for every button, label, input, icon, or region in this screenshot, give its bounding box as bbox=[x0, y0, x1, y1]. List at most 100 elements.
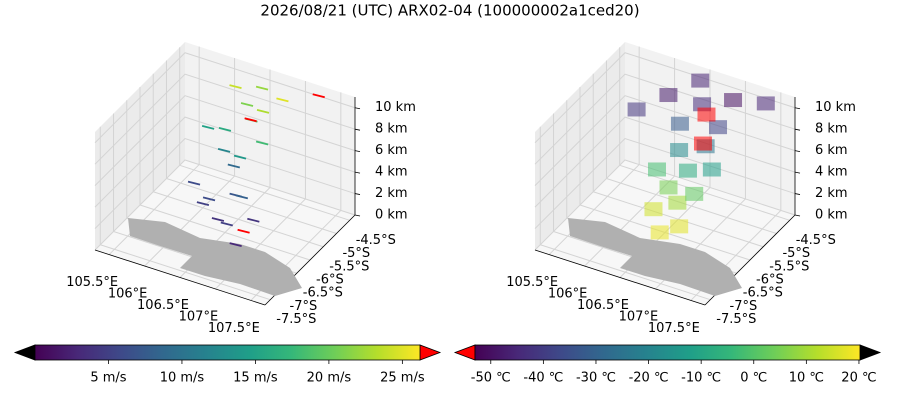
colorbar-tick-label: 15 m/s bbox=[233, 371, 278, 386]
grid-line bbox=[534, 159, 796, 251]
voxel bbox=[678, 163, 697, 178]
wind-arrow bbox=[255, 85, 269, 91]
colorbar-under bbox=[453, 344, 476, 361]
colorbar-tick-label: 20 ℃ bbox=[841, 371, 876, 386]
voxel bbox=[670, 219, 689, 234]
wind-arrow bbox=[217, 147, 231, 153]
z-tick bbox=[354, 171, 361, 174]
x-tick-label: 107.5°E bbox=[208, 321, 260, 336]
y-tick-label: -5°S bbox=[342, 246, 370, 261]
wind-arrow bbox=[237, 228, 250, 234]
grid-line bbox=[534, 137, 796, 229]
wind-arrow bbox=[196, 201, 210, 207]
y-tick-label: -7°S bbox=[730, 299, 758, 314]
voxel bbox=[693, 136, 712, 151]
z-tick bbox=[794, 128, 801, 131]
grid-line bbox=[534, 52, 796, 144]
x-tick-label: 106.5°E bbox=[577, 298, 629, 313]
grid-line bbox=[534, 116, 796, 208]
z-tick-label: 0 km bbox=[815, 208, 848, 223]
wind-arrow bbox=[218, 126, 232, 132]
wind-arrow bbox=[229, 242, 242, 247]
x-tick-label: 107.5°E bbox=[648, 321, 700, 336]
voxel bbox=[709, 120, 728, 135]
wind-arrow bbox=[276, 97, 289, 103]
grid-line bbox=[94, 73, 356, 165]
z-tick-label: 10 km bbox=[815, 100, 856, 115]
y-tick-label: -6.5°S bbox=[743, 286, 783, 301]
y-tick-label: -5.5°S bbox=[769, 259, 809, 274]
grid-line bbox=[94, 159, 356, 251]
colorbar-tick-label: -20 ℃ bbox=[629, 371, 669, 386]
voxel bbox=[644, 202, 663, 217]
grid-line bbox=[94, 52, 356, 144]
x-tick-label: 106.5°E bbox=[137, 298, 189, 313]
y-tick-label: -7.5°S bbox=[276, 312, 316, 327]
voxel bbox=[668, 195, 687, 210]
z-tick bbox=[794, 171, 801, 174]
wind-arrow bbox=[312, 93, 325, 99]
x-tick-label: 105.5°E bbox=[506, 275, 558, 290]
voxel bbox=[670, 143, 689, 158]
grid-line bbox=[94, 95, 356, 186]
z-tick-label: 10 km bbox=[375, 100, 416, 115]
y-tick-label: -5°S bbox=[782, 246, 810, 261]
coastline bbox=[568, 218, 742, 296]
voxel bbox=[756, 96, 775, 111]
x-tick-label: 106°E bbox=[108, 287, 148, 302]
z-tick-label: 8 km bbox=[375, 122, 408, 137]
y-tick-label: -5.5°S bbox=[329, 259, 369, 274]
colorbar-over bbox=[859, 344, 882, 361]
voxel bbox=[650, 225, 669, 240]
wind-arrow bbox=[244, 117, 257, 123]
z-tick-label: 4 km bbox=[375, 165, 408, 180]
wind-arrow bbox=[229, 84, 242, 89]
colorbar-over bbox=[419, 344, 442, 361]
colorbar-tick-label: 10 m/s bbox=[160, 371, 205, 386]
z-tick bbox=[354, 128, 361, 131]
z-tick bbox=[354, 193, 361, 195]
x-tick-label: 107°E bbox=[619, 309, 659, 324]
y-tick-label: -4.5°S bbox=[356, 233, 396, 248]
z-tick-label: 2 km bbox=[815, 186, 848, 201]
colorbar bbox=[34, 344, 421, 361]
z-tick bbox=[354, 107, 361, 110]
voxel bbox=[685, 186, 704, 201]
colorbar-under bbox=[13, 344, 36, 361]
z-tick bbox=[794, 193, 801, 195]
wind-arrow bbox=[247, 217, 260, 223]
voxel bbox=[659, 180, 678, 195]
grid-line bbox=[94, 116, 356, 208]
y-tick-label: -7.5°S bbox=[716, 312, 756, 327]
wind-arrow bbox=[256, 108, 270, 114]
wind-arrow bbox=[201, 125, 215, 130]
coastline bbox=[128, 218, 302, 296]
axis-line bbox=[534, 249, 706, 306]
wind-arrow bbox=[240, 102, 254, 107]
y-tick-label: -6°S bbox=[316, 273, 344, 288]
voxel bbox=[724, 93, 743, 108]
z-tick bbox=[354, 214, 361, 217]
wind-arrow bbox=[255, 140, 269, 146]
wind-arrow bbox=[233, 154, 247, 160]
voxel bbox=[691, 73, 710, 88]
colorbar-tick-label: 0 ℃ bbox=[740, 371, 767, 386]
x-tick-label: 106°E bbox=[548, 287, 588, 302]
grid-line bbox=[534, 73, 796, 165]
y-tick-label: -7°S bbox=[290, 299, 318, 314]
grid-line bbox=[94, 137, 356, 229]
x-tick-label: 105.5°E bbox=[66, 275, 118, 290]
y-tick-label: -4.5°S bbox=[796, 233, 836, 248]
colorbar-tick-label: -10 ℃ bbox=[681, 371, 721, 386]
voxel bbox=[702, 162, 721, 177]
figure-title: 2026/08/21 (UTC) ARX02-04 (100000002a1ce… bbox=[260, 2, 639, 20]
z-tick bbox=[794, 214, 801, 217]
z-tick-label: 2 km bbox=[375, 186, 408, 201]
colorbar-tick-label: 20 m/s bbox=[307, 371, 352, 386]
grid-line bbox=[534, 95, 796, 186]
colorbar-tick-label: 10 ℃ bbox=[789, 371, 824, 386]
z-tick-label: 4 km bbox=[815, 165, 848, 180]
